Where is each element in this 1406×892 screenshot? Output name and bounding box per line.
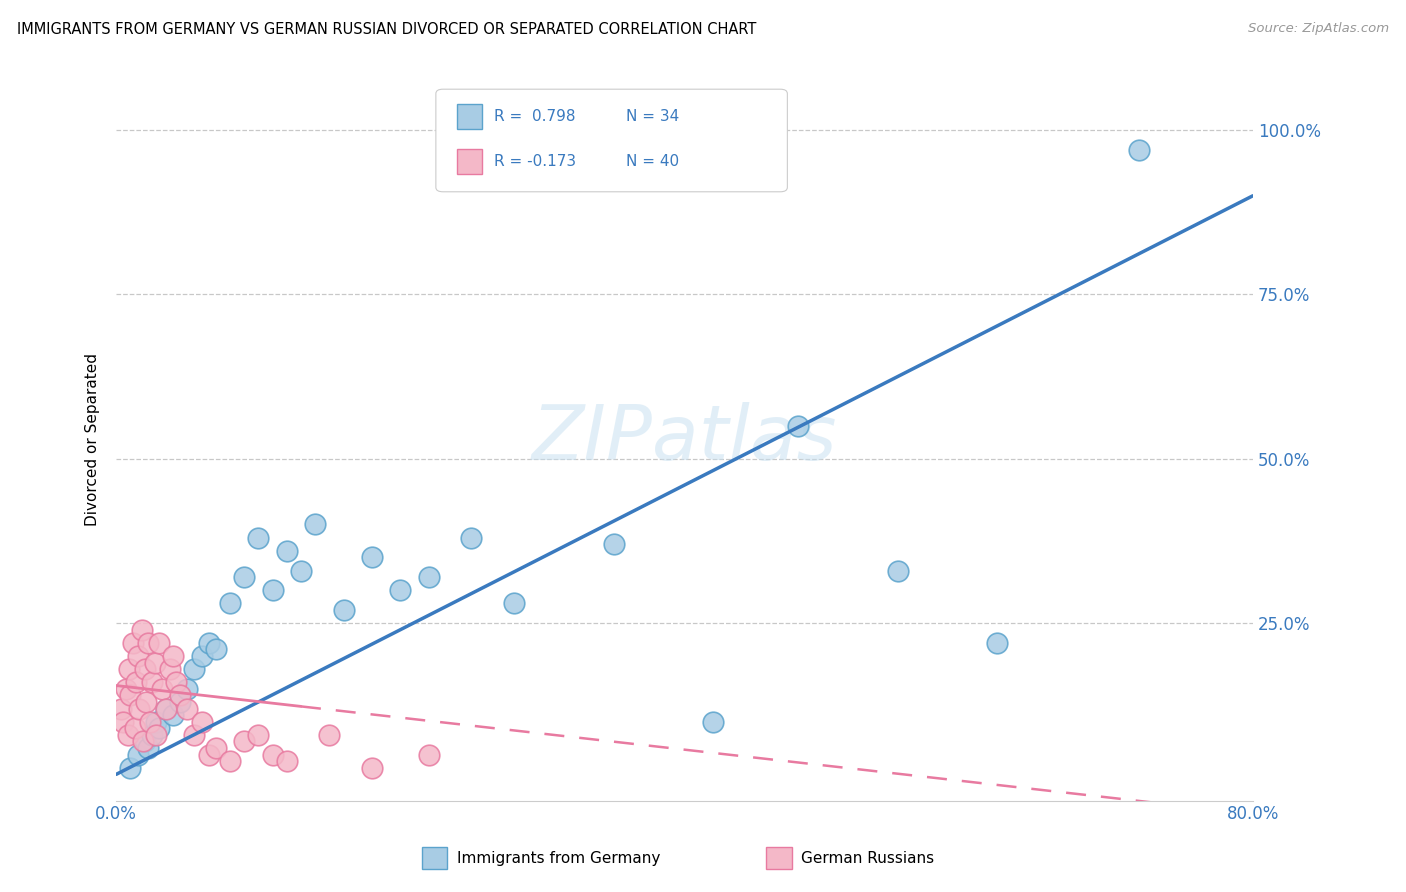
Text: N = 40: N = 40 [626, 154, 679, 169]
Text: Source: ZipAtlas.com: Source: ZipAtlas.com [1249, 22, 1389, 36]
Point [318, 728, 340, 742]
Point [148, 721, 170, 735]
Point [120, 689, 142, 703]
Point [204, 642, 226, 657]
Point [886, 564, 908, 578]
Point [361, 761, 384, 775]
Point [276, 754, 298, 768]
Point [197, 747, 219, 762]
Point [986, 636, 1008, 650]
Text: IMMIGRANTS FROM GERMANY VS GERMAN RUSSIAN DIVORCED OR SEPARATED CORRELATION CHAR: IMMIGRANTS FROM GERMANY VS GERMAN RUSSIA… [17, 22, 756, 37]
Point [162, 648, 184, 663]
Point [219, 596, 242, 610]
Point [124, 721, 146, 735]
Point [332, 603, 354, 617]
Point [118, 662, 141, 676]
Point [503, 596, 526, 610]
Text: ZIPatlas: ZIPatlas [531, 402, 837, 476]
Point [145, 714, 167, 729]
Point [197, 636, 219, 650]
Point [120, 761, 142, 775]
Point [460, 531, 482, 545]
Point [190, 648, 212, 663]
Point [117, 728, 139, 742]
Point [132, 734, 155, 748]
Point [136, 636, 159, 650]
Point [169, 695, 191, 709]
Point [128, 701, 150, 715]
Point [159, 662, 181, 676]
Y-axis label: Divorced or Separated: Divorced or Separated [86, 352, 100, 525]
Point [304, 517, 326, 532]
Point [183, 662, 205, 676]
Point [165, 675, 187, 690]
Point [190, 714, 212, 729]
Point [219, 754, 242, 768]
Point [155, 701, 177, 715]
Point [290, 564, 312, 578]
Text: R = -0.173: R = -0.173 [494, 154, 575, 169]
Point [162, 708, 184, 723]
Point [135, 695, 157, 709]
Point [247, 728, 270, 742]
Point [233, 570, 256, 584]
Point [176, 681, 198, 696]
Point [141, 728, 163, 742]
Point [169, 689, 191, 703]
Point [176, 701, 198, 715]
Point [361, 550, 384, 565]
Point [145, 728, 167, 742]
Point [148, 636, 170, 650]
Point [141, 675, 163, 690]
Point [155, 701, 177, 715]
Text: R =  0.798: R = 0.798 [494, 110, 575, 124]
Point [204, 741, 226, 756]
Point [134, 662, 156, 676]
Point [136, 741, 159, 756]
Point [143, 656, 166, 670]
Point [110, 701, 132, 715]
Point [127, 648, 149, 663]
Point [247, 531, 270, 545]
Point [1128, 143, 1150, 157]
Point [125, 675, 148, 690]
Text: N = 34: N = 34 [626, 110, 679, 124]
Point [602, 537, 624, 551]
Point [127, 747, 149, 762]
Point [233, 734, 256, 748]
Point [131, 623, 153, 637]
Point [276, 543, 298, 558]
Text: German Russians: German Russians [801, 851, 935, 865]
Point [418, 747, 440, 762]
Point [389, 583, 412, 598]
Point [262, 747, 284, 762]
Point [150, 681, 173, 696]
Point [418, 570, 440, 584]
Text: Immigrants from Germany: Immigrants from Germany [457, 851, 661, 865]
Point [702, 714, 724, 729]
Point [115, 681, 138, 696]
Point [134, 734, 156, 748]
Point [122, 636, 145, 650]
Point [112, 714, 135, 729]
Point [183, 728, 205, 742]
Point [787, 418, 810, 433]
Point [139, 714, 162, 729]
Point [262, 583, 284, 598]
